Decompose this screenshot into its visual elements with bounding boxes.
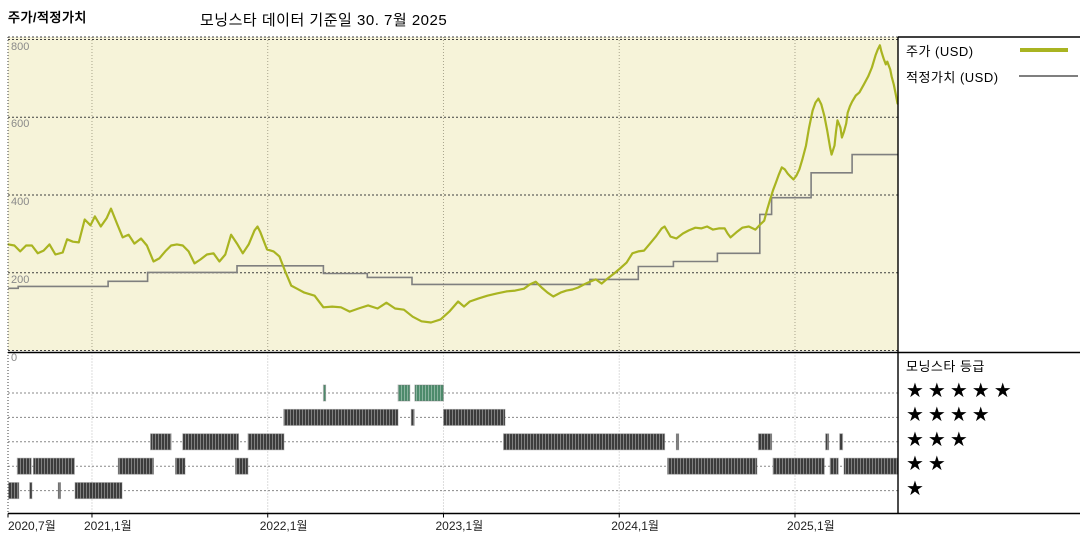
rating-bar-2-star	[32, 457, 75, 475]
star-rating-2: ★★	[906, 453, 950, 476]
y-axis-tick-label: 0	[11, 351, 18, 364]
rating-bar-1-star	[74, 482, 123, 500]
star-rating-4: ★★★★	[906, 404, 994, 427]
chart-title: 모닝스타 데이터 기준일 30. 7월 2025	[200, 12, 448, 29]
rating-bar-5-star	[322, 384, 327, 402]
rating-bar-2-star	[829, 457, 839, 475]
rating-bar-1-star	[29, 482, 33, 500]
rating-bar-3-star	[839, 433, 844, 451]
rating-bar-2-star	[117, 457, 155, 475]
rating-bar-3-star	[825, 433, 830, 451]
rating-bar-3-star	[182, 433, 240, 451]
price-line	[7, 44, 899, 324]
y-axis-tick-label: 400	[11, 196, 30, 208]
legend-price-swatch	[1020, 48, 1068, 52]
rating-bar-4-star	[443, 408, 506, 426]
rating-bar-3-star	[247, 433, 285, 451]
rating-bar-1-star	[8, 482, 20, 500]
rating-bar-3-star	[757, 433, 773, 451]
rating-bar-3-star	[675, 433, 680, 451]
x-axis-tick-label: 2025,1월	[786, 518, 835, 533]
star-rating-1: ★	[906, 477, 928, 500]
star-rating-5: ★★★★★	[906, 380, 1016, 402]
rating-bar-2-star	[16, 457, 32, 475]
rating-bar-2-star	[667, 457, 758, 475]
rating-bar-3-star	[503, 433, 666, 451]
legend-price-label: 주가 (USD)	[906, 44, 974, 59]
panel-title: 주가/적정가치	[8, 10, 87, 25]
panel-borders	[7, 36, 1080, 518]
x-axis-tick-label: 2024,1월	[611, 518, 659, 533]
ratings-legend-title: 모닝스타 등급	[906, 359, 985, 374]
fair-value-line	[8, 153, 898, 290]
x-axis-tick-label: 2022,1월	[259, 518, 308, 533]
star-rating-3: ★★★	[906, 428, 972, 451]
legend-fair-value-label: 적정가치 (USD)	[906, 70, 999, 85]
rating-bar-5-star	[397, 384, 411, 402]
rating-bar-4-star	[283, 408, 399, 426]
gridlines	[8, 37, 898, 514]
y-axis-tick-label: 800	[11, 40, 30, 53]
rating-bars	[8, 384, 898, 500]
legend-fair-value-swatch	[1019, 75, 1078, 77]
rating-bar-2-star	[772, 457, 825, 475]
y-axis-tick-label: 200	[11, 273, 30, 286]
plot-background	[8, 37, 898, 351]
rating-bar-5-star	[414, 384, 444, 402]
x-axis-tick-label: 2023,1월	[435, 518, 484, 533]
rating-bar-1-star	[57, 482, 61, 500]
y-axis-tick-label: 600	[11, 118, 30, 131]
rating-bar-3-star	[150, 433, 172, 451]
rating-bar-2-star	[175, 457, 186, 475]
rating-bar-2-star	[843, 457, 898, 475]
x-axis-tick-label: 2020,7월	[8, 518, 56, 533]
rating-bar-2-star	[235, 457, 249, 475]
rating-bar-4-star	[410, 408, 415, 426]
x-axis-tick-label: 2021,1월	[83, 518, 132, 533]
